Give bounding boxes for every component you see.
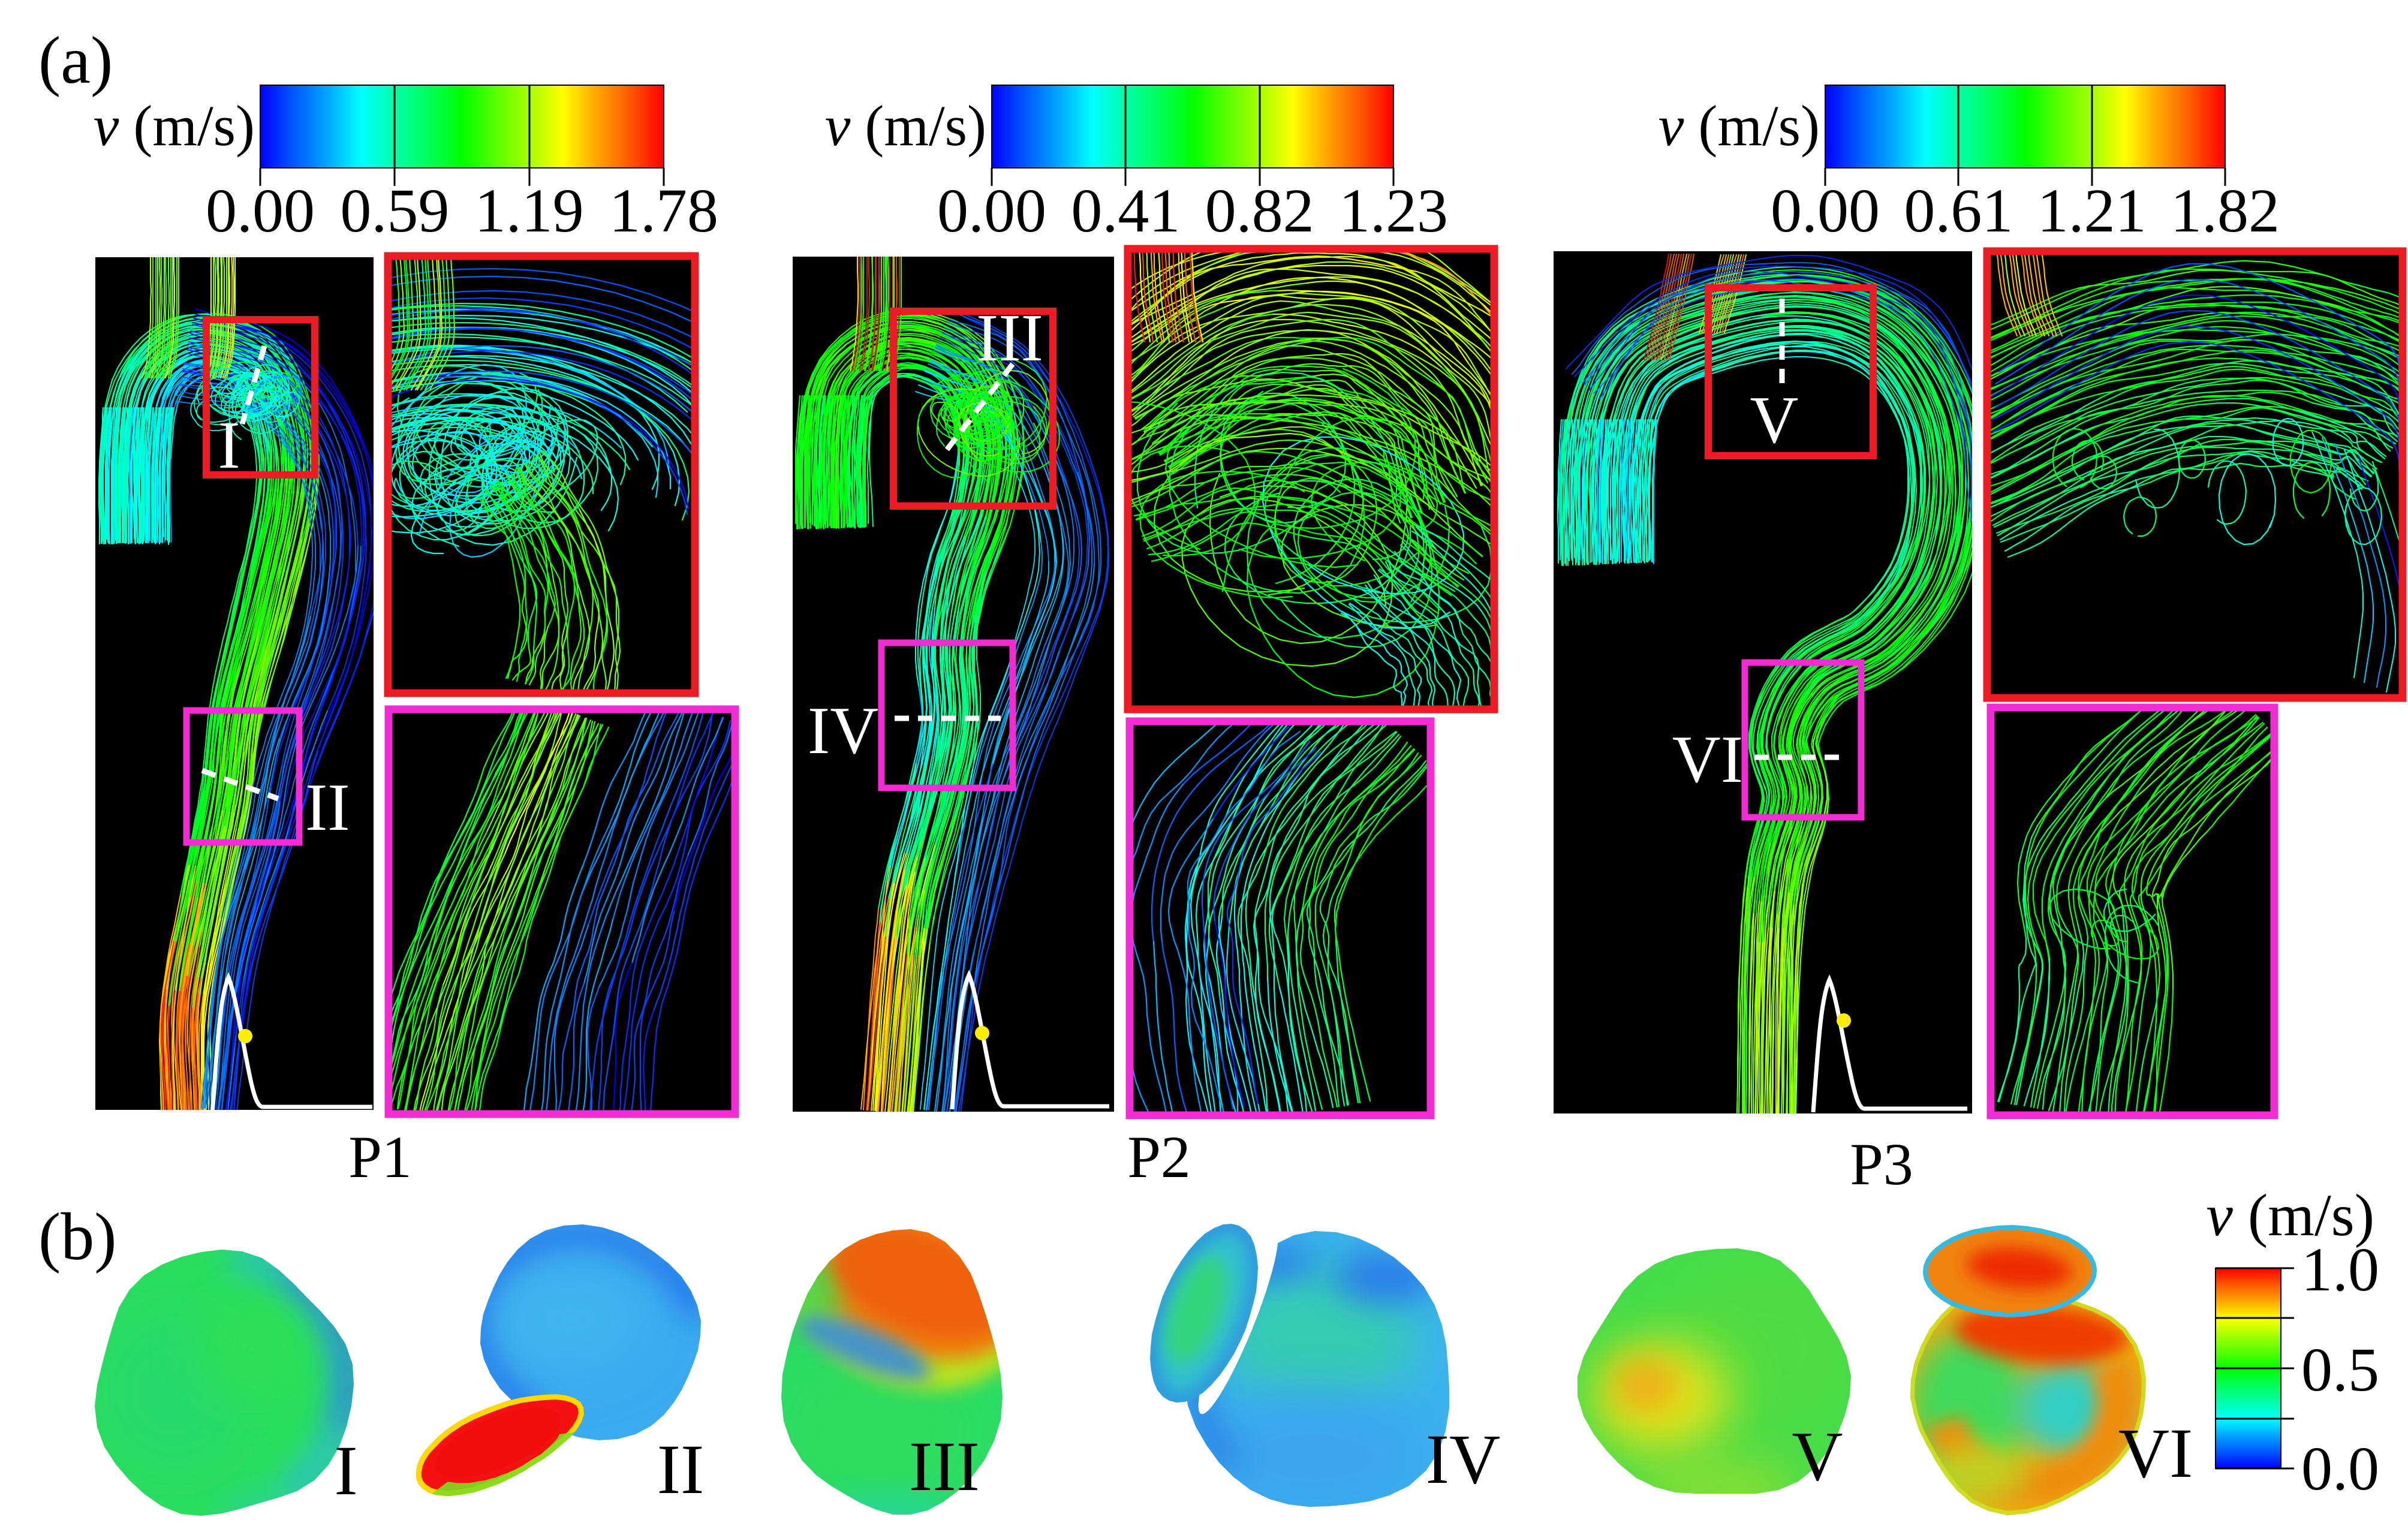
svg-text:VI: VI: [2118, 1414, 2193, 1492]
svg-text:1.78: 1.78: [609, 176, 718, 245]
svg-text:v (m/s): v (m/s): [825, 94, 986, 158]
svg-text:III: III: [909, 1427, 980, 1506]
svg-text:I: I: [218, 408, 240, 483]
svg-text:II: II: [305, 770, 350, 845]
svg-text:P1: P1: [348, 1124, 412, 1190]
svg-text:0.61: 0.61: [1904, 176, 2013, 245]
svg-text:III: III: [976, 301, 1043, 375]
svg-text:1.82: 1.82: [2171, 176, 2280, 245]
svg-text:(a): (a): [38, 23, 113, 98]
svg-text:IV: IV: [808, 694, 878, 768]
svg-text:v (m/s): v (m/s): [2207, 1182, 2374, 1248]
svg-text:0.00: 0.00: [1771, 176, 1880, 245]
svg-text:0.59: 0.59: [340, 176, 449, 245]
svg-text:1.23: 1.23: [1339, 176, 1448, 245]
svg-text:0.0: 0.0: [2301, 1434, 2379, 1503]
svg-text:II: II: [657, 1430, 705, 1509]
svg-text:1.21: 1.21: [2037, 176, 2147, 245]
svg-text:0.5: 0.5: [2301, 1335, 2379, 1404]
svg-text:P2: P2: [1127, 1124, 1191, 1190]
svg-text:1.0: 1.0: [2301, 1235, 2379, 1304]
svg-text:v (m/s): v (m/s): [1658, 94, 1820, 158]
svg-text:VI: VI: [1672, 723, 1743, 797]
svg-text:0.82: 0.82: [1205, 176, 1314, 245]
svg-text:IV: IV: [1426, 1420, 1501, 1498]
svg-text:P3: P3: [1850, 1131, 1913, 1197]
svg-text:0.41: 0.41: [1071, 176, 1180, 245]
svg-text:v (m/s): v (m/s): [94, 94, 255, 158]
svg-text:(b): (b): [38, 1200, 117, 1274]
svg-text:1.19: 1.19: [475, 176, 584, 245]
svg-text:0.00: 0.00: [937, 176, 1046, 245]
svg-text:0.00: 0.00: [206, 176, 315, 245]
svg-text:I: I: [334, 1431, 357, 1510]
svg-text:V: V: [1792, 1417, 1843, 1495]
svg-text:V: V: [1750, 383, 1799, 458]
